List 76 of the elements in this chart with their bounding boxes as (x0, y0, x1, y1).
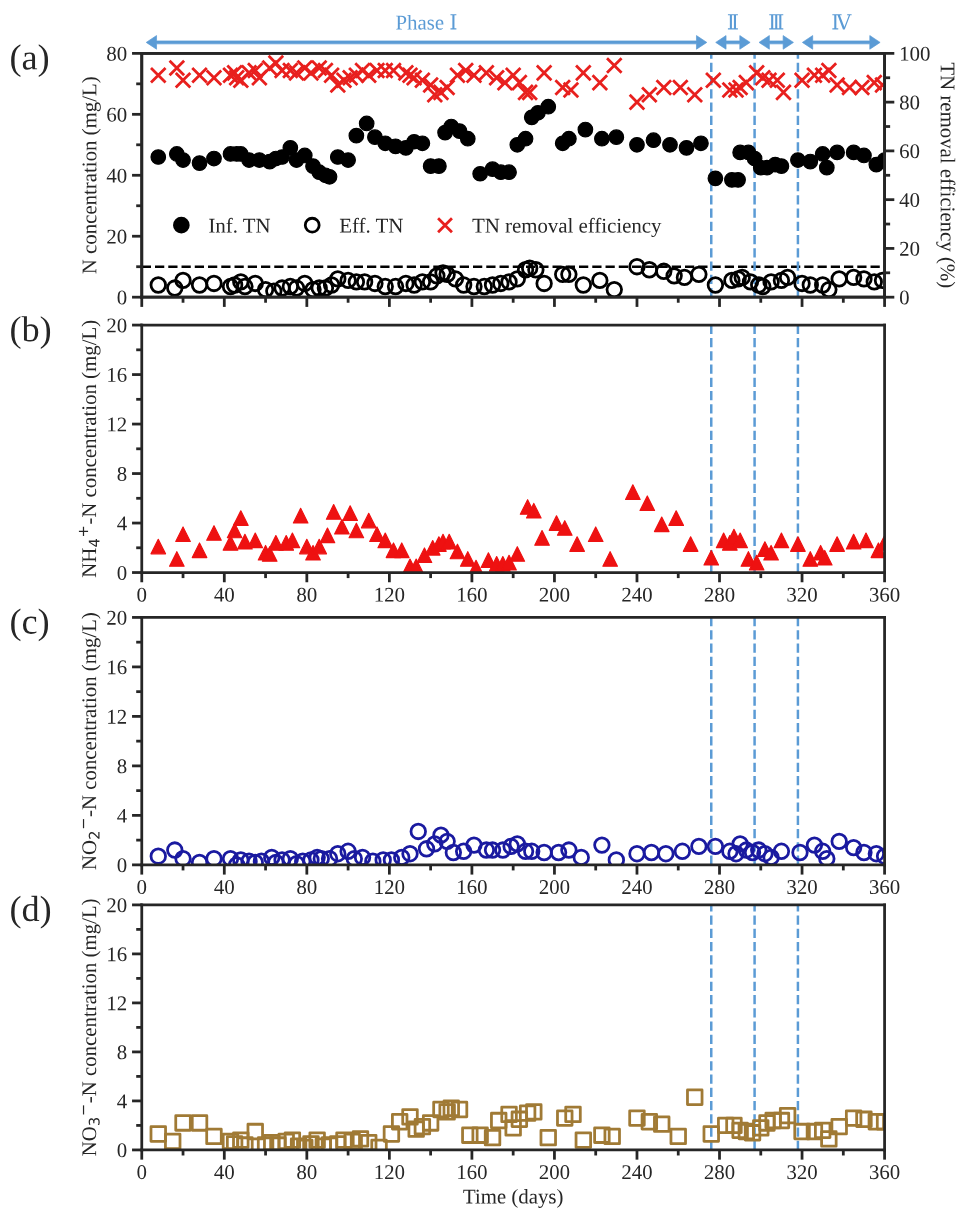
x-tick-label: 320 (787, 1165, 817, 1180)
x-tick-label: 160 (458, 587, 487, 602)
legend-label: TN removal efficiency (472, 217, 662, 237)
y2-tick-label: 100 (901, 46, 930, 61)
x-axis-title: Time (days) (463, 1188, 563, 1208)
y-tick-label: 16 (108, 368, 127, 383)
y-tick-label: 16 (108, 660, 127, 675)
y2-tick-label: 0 (899, 290, 909, 305)
y-axis-title: N concentration (mg/L) (81, 77, 101, 274)
x-tick-label: 280 (704, 1165, 735, 1180)
y2-tick-label: 80 (899, 95, 920, 110)
x-tick-label: 80 (297, 880, 317, 895)
y-tick-label: 20 (107, 229, 127, 244)
x-tick-label: 80 (297, 1165, 317, 1180)
x-tick-label: 240 (622, 880, 652, 895)
x-tick-label: 40 (214, 587, 234, 602)
y-tick-label: 40 (106, 168, 127, 183)
y-tick-label: 0 (117, 290, 127, 305)
y-tick-label: 0 (117, 858, 127, 873)
y-axis-title: NO$_{3}$$^{−}$-N concentration (mg/L) (81, 899, 101, 1156)
x-tick-label: 120 (375, 587, 405, 602)
text: Ⅲ (769, 14, 784, 30)
y-tick-label: 20 (107, 610, 127, 625)
y-tick-label: 20 (107, 318, 127, 333)
y-tick-label: 20 (107, 898, 127, 913)
y-tick-label: 0 (117, 565, 127, 580)
y-tick-label: 4 (117, 1094, 127, 1109)
text: Ⅳ (832, 14, 852, 30)
y-tick-label: 8 (117, 1045, 127, 1060)
x-tick-label: 0 (137, 587, 147, 602)
x-tick-label: 280 (704, 880, 735, 895)
y-tick-label: 8 (117, 759, 127, 774)
text: Phase Ⅰ (396, 14, 457, 30)
y-tick-label: 4 (117, 808, 127, 823)
x-tick-label: 360 (869, 1165, 900, 1180)
y2-axis-title: TN removal efficiency (%) (936, 62, 956, 288)
y2-tick-label: 60 (900, 144, 920, 159)
y-tick-label: 16 (108, 947, 127, 962)
y-tick-label: 60 (107, 107, 127, 122)
y-tick-label: 12 (108, 996, 127, 1011)
x-tick-label: 320 (787, 587, 817, 602)
x-tick-label: 200 (539, 587, 570, 602)
y2-tick-label: 40 (899, 193, 920, 208)
y-tick-label: 12 (108, 417, 127, 432)
x-tick-label: 40 (214, 880, 234, 895)
legend-label: Eff. TN (339, 217, 403, 233)
chart-title: (d) (11, 895, 51, 929)
x-tick-label: 0 (137, 1165, 147, 1180)
y-tick-label: 12 (108, 709, 127, 724)
x-tick-label: 240 (622, 587, 652, 602)
x-tick-label: 200 (539, 880, 570, 895)
x-tick-label: 360 (869, 880, 900, 895)
x-tick-label: 200 (539, 1165, 570, 1180)
x-tick-label: 120 (375, 1165, 405, 1180)
y-tick-label: 0 (117, 1143, 127, 1158)
y-axis-title: NO$_{2}$$^{−}$-N concentration (mg/L) (81, 613, 101, 870)
y2-tick-label: 20 (900, 241, 920, 256)
x-tick-label: 80 (297, 587, 317, 602)
x-tick-label: 120 (375, 880, 405, 895)
chart-title: (a) (11, 44, 49, 78)
y-tick-label: 8 (117, 466, 127, 481)
chart-title: (c) (11, 608, 49, 642)
x-tick-label: 320 (787, 880, 817, 895)
x-tick-label: 360 (869, 587, 900, 602)
y-axis-title: NH$_{4}$$^{+}$-N concentration (mg/L) (78, 320, 101, 578)
text: Ⅱ (727, 14, 738, 30)
y-tick-label: 80 (107, 46, 127, 61)
x-tick-label: 40 (214, 1165, 234, 1180)
x-tick-label: 160 (458, 880, 487, 895)
chart-title: (b) (11, 316, 51, 349)
legend-label: Inf. TN (209, 217, 271, 233)
x-tick-label: 240 (622, 1165, 652, 1180)
y-tick-label: 4 (117, 516, 127, 531)
x-tick-label: 160 (458, 1165, 487, 1180)
x-tick-label: 280 (704, 587, 735, 602)
x-tick-label: 0 (137, 880, 147, 895)
